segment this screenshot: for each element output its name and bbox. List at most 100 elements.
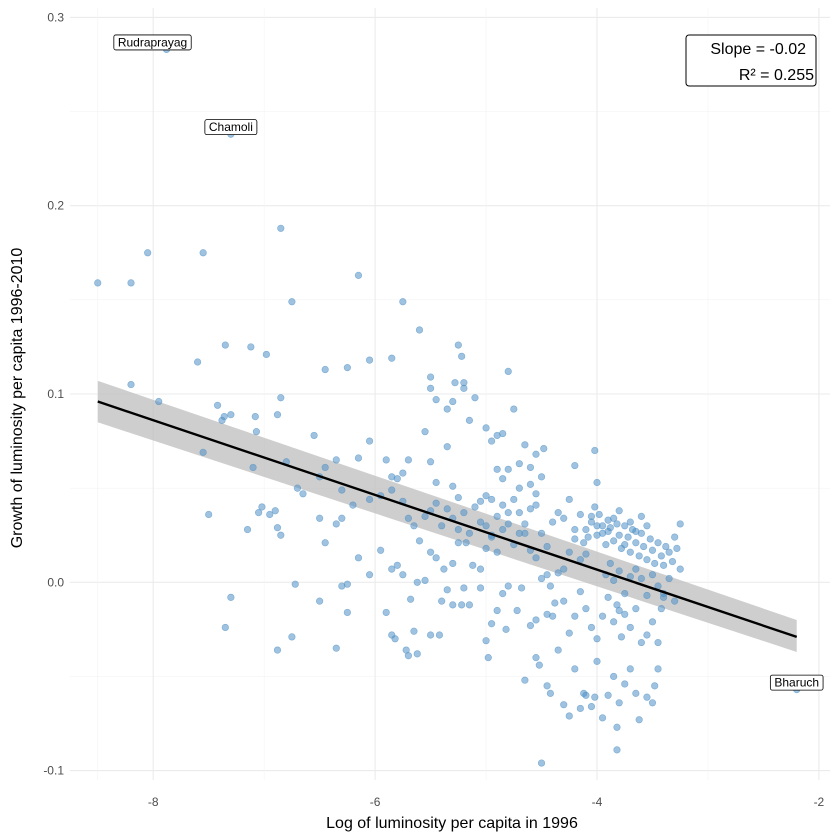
confidence-band-group (97, 380, 797, 652)
data-point (310, 431, 318, 440)
data-point (610, 618, 618, 626)
y-axis-title: Growth of luminosity per capita 1996-201… (9, 248, 26, 549)
data-point (565, 629, 573, 637)
data-point (458, 601, 466, 609)
data-point (199, 249, 207, 257)
data-point (454, 341, 462, 349)
data-point (635, 716, 643, 724)
data-point (659, 593, 668, 601)
data-point (354, 271, 363, 279)
data-point (205, 510, 213, 519)
point-label-box (769, 674, 824, 691)
data-point (365, 356, 374, 364)
data-point (537, 574, 546, 583)
data-point (613, 723, 621, 731)
data-point (199, 448, 207, 456)
data-point (349, 501, 357, 509)
data-point (393, 561, 401, 569)
data-point (421, 576, 429, 585)
data-point (526, 621, 535, 630)
data-point (391, 635, 399, 643)
data-point (515, 484, 523, 492)
data-point (277, 531, 285, 539)
data-point (606, 559, 614, 568)
data-point (365, 571, 374, 579)
data-point (546, 689, 555, 697)
data-point (632, 605, 640, 613)
data-point (632, 565, 640, 573)
regression-line (97, 400, 798, 639)
data-point (571, 535, 579, 543)
data-point (615, 606, 623, 615)
data-point (598, 522, 607, 530)
data-point (426, 458, 435, 466)
data-point (299, 490, 307, 498)
data-point (591, 503, 599, 511)
data-point (521, 676, 529, 684)
data-point (504, 367, 512, 376)
point-label: Rudraprayag (113, 34, 192, 51)
slope-text: Slope = -0.02 (710, 41, 806, 58)
point-label-box (204, 119, 258, 136)
data-point (465, 601, 474, 609)
data-point (648, 699, 657, 707)
data-point (321, 539, 329, 547)
data-point (624, 533, 632, 541)
data-point (521, 529, 529, 537)
data-point (576, 510, 584, 519)
data-point (582, 525, 590, 534)
data-point (382, 456, 390, 464)
data-point (388, 354, 396, 362)
data-point (252, 428, 260, 436)
data-point (249, 463, 257, 472)
data-point (273, 646, 282, 654)
data-point (504, 582, 512, 590)
data-point (637, 512, 645, 520)
data-point (593, 478, 601, 487)
data-point (449, 397, 457, 406)
x-tick-label: -2 (814, 795, 825, 809)
data-point (504, 465, 512, 473)
data-point (438, 597, 446, 605)
data-point (413, 578, 421, 586)
data-point (621, 680, 629, 688)
data-point (510, 405, 518, 413)
data-point (449, 559, 457, 568)
data-point (587, 623, 596, 632)
data-point (626, 548, 634, 556)
data-point (651, 682, 659, 690)
data-point (565, 495, 573, 504)
data-point (266, 510, 274, 519)
data-point (493, 548, 501, 556)
data-point (648, 571, 657, 579)
data-point (580, 539, 588, 547)
data-point (404, 456, 412, 464)
data-point (617, 633, 626, 641)
data-point (582, 550, 590, 558)
data-point (271, 507, 279, 515)
data-point (532, 501, 540, 509)
data-point (615, 531, 623, 539)
data-point (493, 465, 501, 473)
x-tick-label: -4 (592, 795, 603, 809)
data-point (537, 473, 546, 481)
data-point (247, 343, 255, 351)
data-point (532, 450, 540, 458)
data-point (493, 512, 501, 520)
data-point (288, 298, 296, 306)
data-point (657, 552, 665, 560)
data-point (388, 486, 396, 494)
data-point (262, 350, 270, 359)
data-point (227, 411, 235, 419)
data-point (502, 625, 510, 633)
data-point (582, 605, 590, 613)
data-point (465, 529, 474, 537)
data-point (526, 480, 535, 488)
data-point (484, 654, 492, 662)
data-point (673, 544, 681, 553)
data-point (540, 445, 548, 453)
data-point (632, 527, 640, 536)
data-point (415, 537, 424, 545)
data-point (604, 691, 612, 699)
